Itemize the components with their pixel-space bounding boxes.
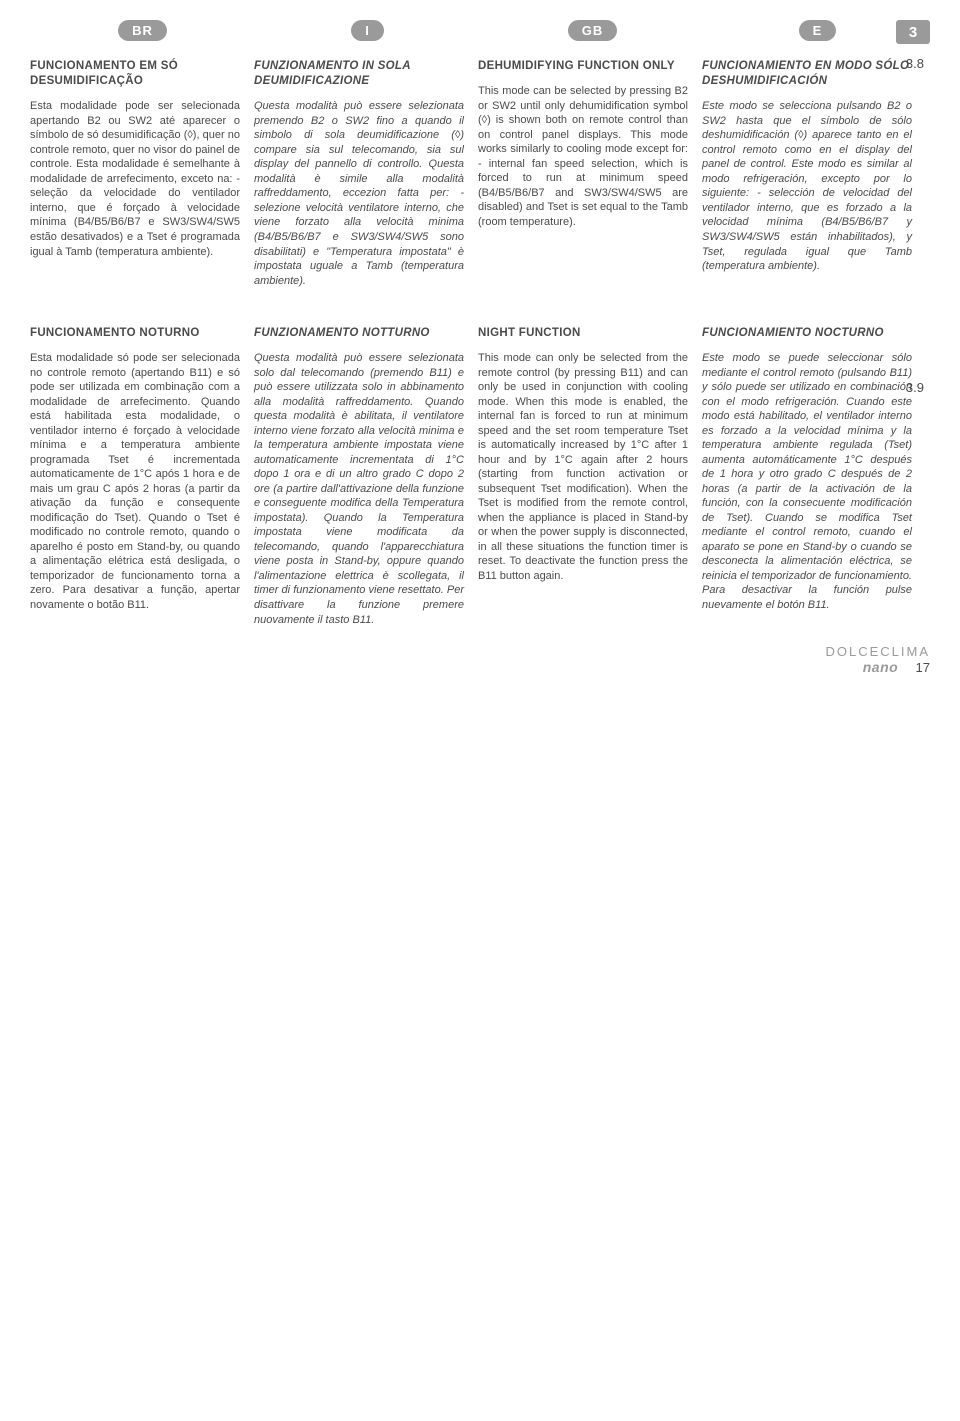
body-text: Questa modalità può essere selezionata p…	[254, 99, 464, 288]
model-name: nano	[863, 659, 898, 675]
body-text: Questa modalità può essere selezionata s…	[254, 351, 464, 627]
page-footer: DOLCECLIMA nano 17	[825, 644, 930, 675]
flag-br: BR	[118, 20, 167, 41]
body-text: Este modo se puede seleccionar sólo medi…	[702, 351, 912, 612]
col-gb: DEHUMIDIFYING FUNCTION ONLY This mode ca…	[478, 59, 688, 290]
flag-gb: GB	[568, 20, 618, 41]
section-night: FUNCIONAMENTO NOTURNO Esta modalidade só…	[30, 326, 930, 629]
body-text: Esta modalidade só pode ser selecionada …	[30, 351, 240, 612]
heading: FUNZIONAMENTO NOTTURNO	[254, 326, 464, 341]
col-es: FUNCIONAMIENTO EN MODO SÓLO DESHUMIDIFIC…	[702, 59, 930, 290]
heading: FUNCIONAMENTO EM SÓ DESUMIDIFICAÇÃO	[30, 59, 240, 89]
manual-page: 3 3.8 3.9 BR I GB E FUNCIONAMENTO EM SÓ …	[0, 0, 960, 695]
section-dehumidify: FUNCIONAMENTO EM SÓ DESUMIDIFICAÇÃO Esta…	[30, 59, 930, 290]
col-gb: NIGHT FUNCTION This mode can only be sel…	[478, 326, 688, 629]
col-br: FUNCIONAMENTO NOTURNO Esta modalidade só…	[30, 326, 240, 629]
heading: NIGHT FUNCTION	[478, 326, 688, 341]
brand-name: DOLCECLIMA	[825, 644, 930, 659]
col-it: FUNZIONAMENTO IN SOLA DEUMIDIFICAZIONE Q…	[254, 59, 464, 290]
flag-i: I	[351, 20, 384, 41]
heading: FUNCIONAMIENTO EN MODO SÓLO DESHUMIDIFIC…	[702, 59, 912, 89]
page-number: 17	[916, 660, 930, 675]
col-es: FUNCIONAMIENTO NOCTURNO Este modo se pue…	[702, 326, 930, 629]
heading: DEHUMIDIFYING FUNCTION ONLY	[478, 59, 688, 74]
heading: FUNCIONAMIENTO NOCTURNO	[702, 326, 912, 341]
chapter-badge: 3	[896, 20, 930, 44]
body-text: This mode can be selected by pressing B2…	[478, 84, 688, 229]
col-br: FUNCIONAMENTO EM SÓ DESUMIDIFICAÇÃO Esta…	[30, 59, 240, 290]
col-it: FUNZIONAMENTO NOTTURNO Questa modalità p…	[254, 326, 464, 629]
flag-e: E	[799, 20, 837, 41]
section-number-1: 3.8	[906, 56, 924, 71]
section-number-2: 3.9	[906, 380, 924, 395]
heading: FUNCIONAMENTO NOTURNO	[30, 326, 240, 341]
body-text: This mode can only be selected from the …	[478, 351, 688, 583]
language-flags-row: BR I GB E	[30, 20, 930, 41]
body-text: Este modo se selecciona pulsando B2 o SW…	[702, 99, 912, 273]
heading: FUNZIONAMENTO IN SOLA DEUMIDIFICAZIONE	[254, 59, 464, 89]
body-text: Esta modalidade pode ser selecionada ape…	[30, 99, 240, 259]
